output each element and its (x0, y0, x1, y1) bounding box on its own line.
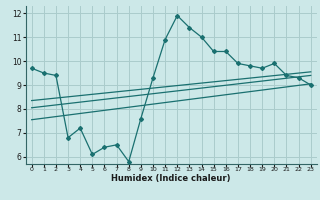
X-axis label: Humidex (Indice chaleur): Humidex (Indice chaleur) (111, 174, 231, 183)
